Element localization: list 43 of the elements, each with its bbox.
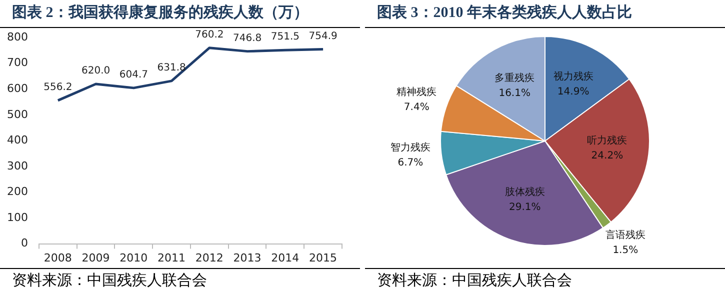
- data-label: 620.0: [81, 66, 110, 77]
- data-label: 556.2: [44, 82, 72, 94]
- slice-label: 听力残疾: [587, 134, 628, 147]
- data-label: 1.5%: [612, 245, 638, 256]
- slice-label: 智力残疾: [390, 142, 430, 154]
- slice-label: 言语残疾: [605, 229, 646, 242]
- x-tick-label: 2010: [120, 251, 148, 264]
- y-tick-label: 600: [6, 82, 28, 96]
- x-tick-label: 2013: [233, 251, 262, 264]
- data-label: 754.9: [308, 30, 338, 42]
- slice-label: 肢体残疾: [504, 186, 545, 198]
- chart-title: 图表 2：我国获得康复服务的残疾人数（万）: [0, 0, 360, 28]
- y-tick-label: 800: [6, 30, 28, 44]
- data-label: 14.9%: [557, 86, 590, 98]
- y-tick-label: 200: [6, 185, 28, 198]
- y-tick-label: 300: [6, 159, 28, 172]
- x-tick-label: 2015: [309, 251, 338, 264]
- x-tick-label: 2014: [271, 251, 300, 264]
- slice-label: 多重残疾: [494, 72, 535, 84]
- y-tick-label: 400: [6, 134, 28, 147]
- y-tick-label: 500: [6, 108, 28, 121]
- chart-title: 图表 3：2010 年末各类残疾人人数占比: [365, 0, 725, 28]
- data-label: 7.4%: [404, 102, 430, 113]
- data-label: 631.8: [157, 62, 186, 74]
- y-tick-label: 700: [6, 56, 28, 70]
- x-tick-label: 2012: [195, 251, 224, 264]
- data-label: 16.1%: [498, 88, 530, 99]
- text: 资料来源：中国残疾人联合会: [365, 268, 725, 295]
- slice-label: 视力残疾: [553, 70, 594, 83]
- x-tick-label: 2009: [82, 251, 110, 264]
- text: 资料来源：中国残疾人联合会: [0, 268, 360, 295]
- slice-label: 精神残疾: [396, 86, 437, 98]
- y-tick-label: 0: [20, 236, 28, 250]
- y-tick-label: 100: [6, 210, 28, 224]
- data-label: 604.7: [119, 70, 148, 81]
- x-tick-label: 2011: [158, 251, 186, 264]
- data-label: 6.7%: [398, 158, 424, 169]
- data-label: 24.2%: [591, 150, 624, 162]
- data-label: 760.2: [195, 29, 224, 40]
- x-tick-label: 2008: [44, 251, 72, 264]
- data-label: 746.8: [232, 32, 262, 44]
- data-label: 29.1%: [508, 202, 541, 213]
- data-label: 751.5: [270, 32, 300, 43]
